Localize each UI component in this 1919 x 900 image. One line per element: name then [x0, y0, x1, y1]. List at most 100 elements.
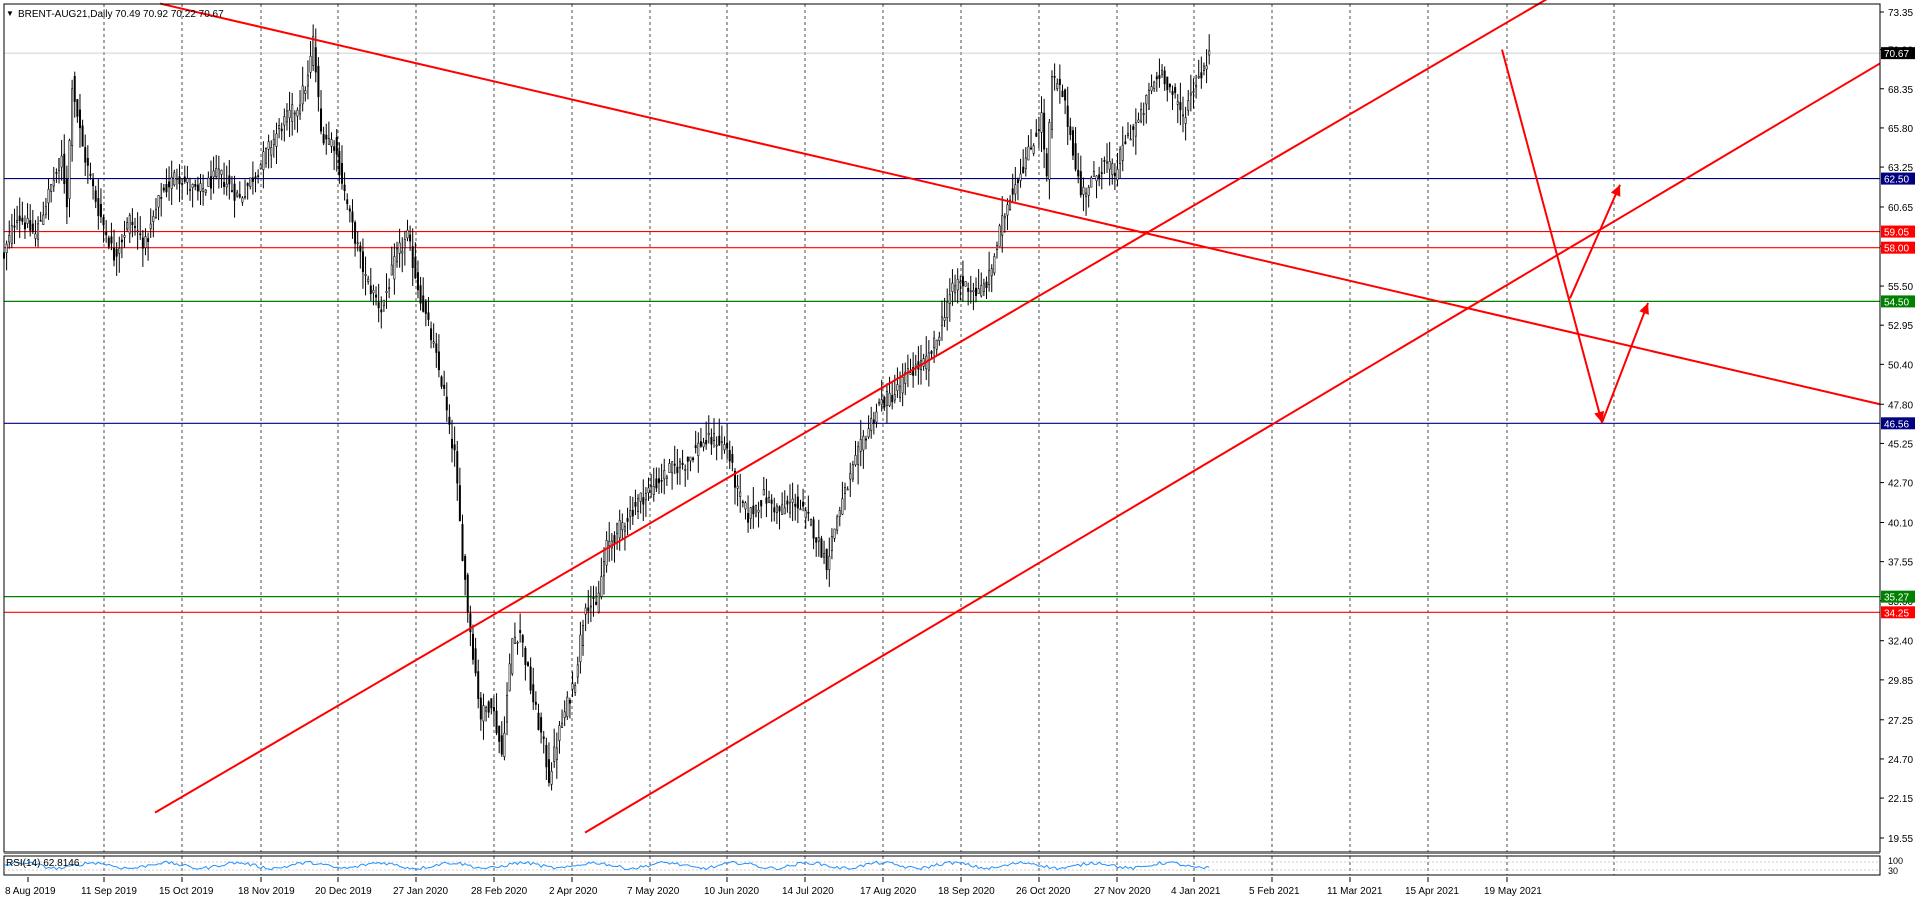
candle-body — [1024, 157, 1027, 170]
projection-arrow-up-2 — [1601, 302, 1649, 424]
candle-body — [369, 285, 372, 295]
candle-body — [726, 442, 729, 449]
candle-body — [534, 701, 537, 705]
y-tick-label: 52.95 — [1888, 321, 1913, 332]
candle-body — [1037, 129, 1040, 131]
candle-body — [320, 108, 323, 132]
candle-body — [309, 55, 312, 73]
candle-body — [650, 485, 653, 488]
candle-body — [707, 432, 710, 436]
candle-body — [985, 281, 988, 289]
candle-body — [312, 36, 315, 67]
candle-body — [671, 461, 674, 474]
candle-body — [293, 112, 296, 115]
y-tick-label: 22.15 — [1888, 794, 1913, 805]
candle-body — [935, 339, 938, 350]
candle-body — [807, 511, 810, 514]
candle-body — [1116, 168, 1119, 181]
level-label: 35.27 — [1884, 593, 1909, 604]
candle-body — [47, 189, 50, 204]
candle-body — [1051, 76, 1054, 130]
candle-body — [736, 485, 739, 489]
candle-body — [367, 278, 370, 282]
candle-body — [1011, 188, 1014, 195]
candle-body — [597, 592, 600, 613]
candle-body — [629, 510, 632, 517]
x-tick-label: 11 Mar 2021 — [1327, 886, 1383, 897]
y-tick-label: 27.25 — [1888, 716, 1913, 727]
candle-body — [529, 666, 532, 691]
candle-body — [1147, 89, 1150, 110]
candle-body — [461, 524, 464, 561]
candle-body — [524, 648, 527, 665]
candle-body — [380, 309, 383, 313]
y-tick-label: 50.40 — [1888, 360, 1913, 371]
candle-body — [775, 505, 778, 513]
candle-body — [409, 234, 412, 242]
rsi-line — [3, 860, 1210, 871]
candle-body — [209, 176, 212, 189]
candle-body — [765, 497, 768, 504]
candle-body — [1092, 171, 1095, 177]
candle-body — [453, 444, 456, 451]
candle-body — [1064, 89, 1067, 101]
candle-body — [168, 181, 171, 188]
candle-body — [254, 176, 257, 179]
projection-arrow-up-1 — [1569, 184, 1621, 299]
candle-body — [435, 343, 438, 353]
candle-body — [343, 184, 346, 192]
candle-body — [739, 491, 742, 497]
candle-body — [589, 605, 592, 608]
candle-body — [993, 256, 996, 274]
candle-body — [668, 463, 671, 474]
candle-body — [995, 245, 998, 251]
candle-body — [1158, 75, 1161, 79]
candle-body — [899, 385, 902, 398]
candle-body — [456, 451, 459, 484]
candle-body — [1014, 184, 1017, 195]
candle-body — [600, 576, 603, 597]
candle-body — [482, 705, 485, 722]
candle-body — [228, 175, 231, 185]
candle-body — [783, 507, 786, 515]
candle-body — [1145, 95, 1148, 105]
candle-body — [857, 446, 860, 465]
candle-body — [1061, 90, 1064, 98]
candle-body — [901, 376, 904, 394]
candle-body — [377, 302, 380, 309]
candle-body — [503, 732, 506, 758]
candle-body — [39, 220, 42, 222]
candle-body — [285, 110, 288, 123]
candle-body — [31, 223, 34, 233]
candle-body — [1174, 86, 1177, 93]
y-tick-label: 68.35 — [1888, 85, 1913, 96]
candle-body — [828, 555, 831, 570]
candle-body — [474, 648, 477, 674]
candle-body — [1058, 78, 1061, 86]
candle-body — [1126, 133, 1129, 137]
x-tick-label: 5 Feb 2021 — [1249, 886, 1300, 897]
candle-body — [904, 371, 907, 384]
candle-body — [728, 449, 731, 462]
candle-body — [859, 439, 862, 452]
candle-body — [684, 468, 687, 471]
candle-body — [521, 635, 524, 643]
channel-lower-line — [584, 62, 1881, 834]
last-price-box — [1881, 47, 1915, 60]
candle-body — [278, 125, 281, 130]
candle-body — [76, 99, 79, 117]
y-tick-label: 60.65 — [1888, 203, 1913, 214]
candle-body — [914, 364, 917, 367]
candle-body — [8, 234, 11, 243]
candle-body — [1048, 122, 1051, 180]
candle-body — [170, 176, 173, 189]
candle-body — [78, 109, 81, 129]
collapse-arrow-icon[interactable]: ▼ — [6, 9, 14, 18]
candle-body — [526, 662, 529, 667]
candle-body — [1090, 177, 1093, 188]
candle-body — [741, 501, 744, 504]
candle-body — [322, 134, 325, 144]
candle-body — [23, 222, 26, 230]
